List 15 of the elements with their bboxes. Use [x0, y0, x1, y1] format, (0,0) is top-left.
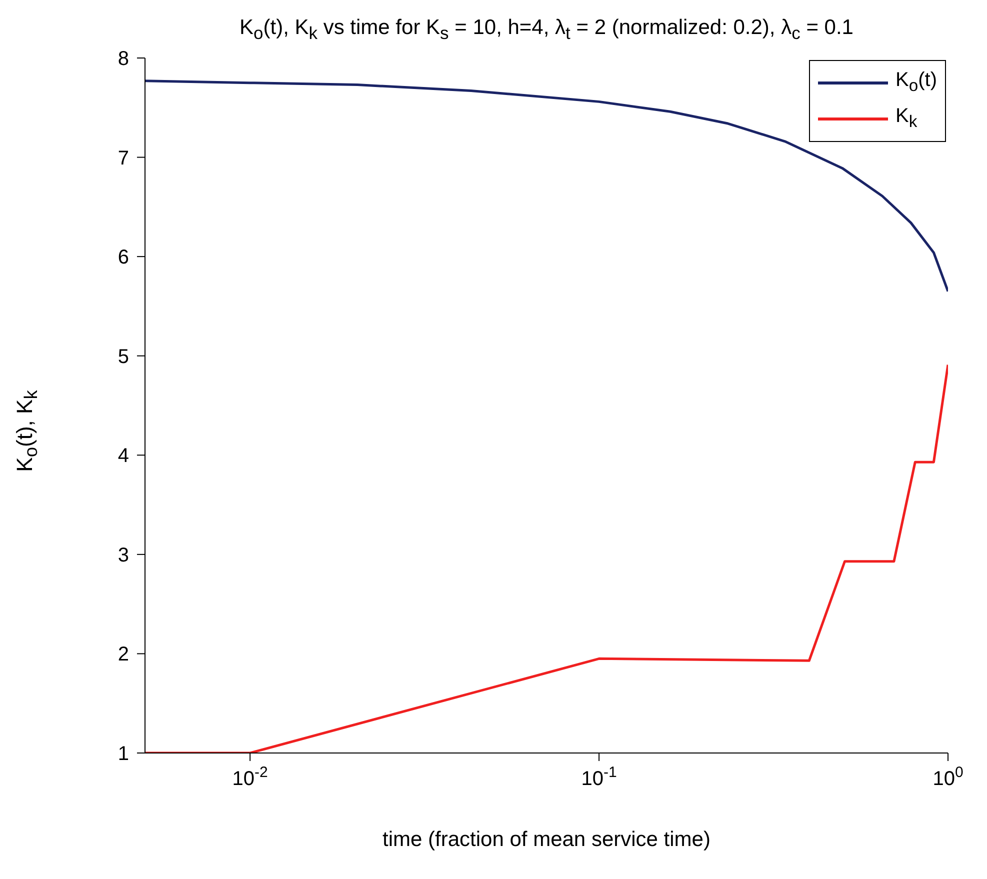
x-axis-title: time (fraction of mean service time): [382, 828, 712, 852]
y-tick-label: 5: [118, 346, 129, 368]
y-tick-label: 3: [118, 544, 129, 566]
y-tick-label: 2: [118, 644, 129, 666]
x-tick-label: 10$^{-1}$: [581, 764, 617, 790]
y-tick-label: 8: [118, 48, 129, 70]
y-tick-label: 1: [118, 743, 129, 765]
y-tick-label: 6: [118, 246, 129, 269]
legend-label: K$_{k}$: [896, 104, 918, 133]
legend-label: K$_{o}$(t): [896, 68, 937, 97]
y-tick-label: 4: [118, 445, 129, 468]
chart-title: K$_{o}$(t), K$_{k}$ vs time for K$_{s}$ = 10, h=4, λ$_{t}$ = 2 (normalized: 0.2), λ$_{c}$ = 0.1: [240, 16, 854, 44]
y-tick-label: 7: [118, 147, 129, 170]
x-tick-label: 10$^{0}$: [932, 764, 964, 790]
x-tick-label: 10$^{-2}$: [232, 764, 268, 790]
